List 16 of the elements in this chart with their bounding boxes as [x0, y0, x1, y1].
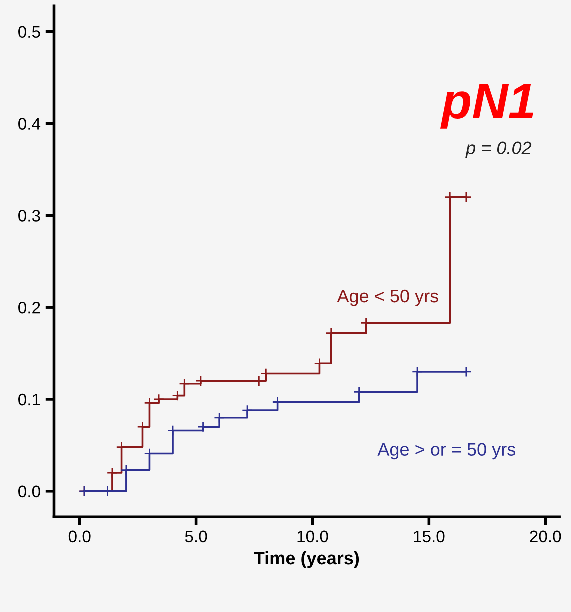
y-tick-label: 0.2	[18, 302, 40, 314]
text: Age > or = 50 yrs	[378, 443, 516, 460]
series-label: Age < 50 yrs	[337, 290, 438, 306]
annotation: pN1	[440, 84, 534, 129]
y-tick-label: 0.1	[18, 394, 40, 406]
y-tick-label: 0.3	[18, 210, 40, 222]
x-tick-label: 20.0	[530, 530, 562, 543]
x-tick-label: 15.0	[414, 530, 445, 543]
x-axis-title: Time (years)	[254, 551, 360, 568]
x-tick-label: 0.0	[68, 530, 91, 543]
x-tick-label: 10.0	[298, 530, 328, 543]
y-tick-label: 0.5	[18, 26, 40, 38]
annotation: p = 0.02	[466, 142, 532, 158]
x-tick-label: 5.0	[185, 530, 208, 543]
y-tick-label: 0.4	[18, 118, 41, 130]
y-tick-label: 0.0	[18, 486, 40, 498]
